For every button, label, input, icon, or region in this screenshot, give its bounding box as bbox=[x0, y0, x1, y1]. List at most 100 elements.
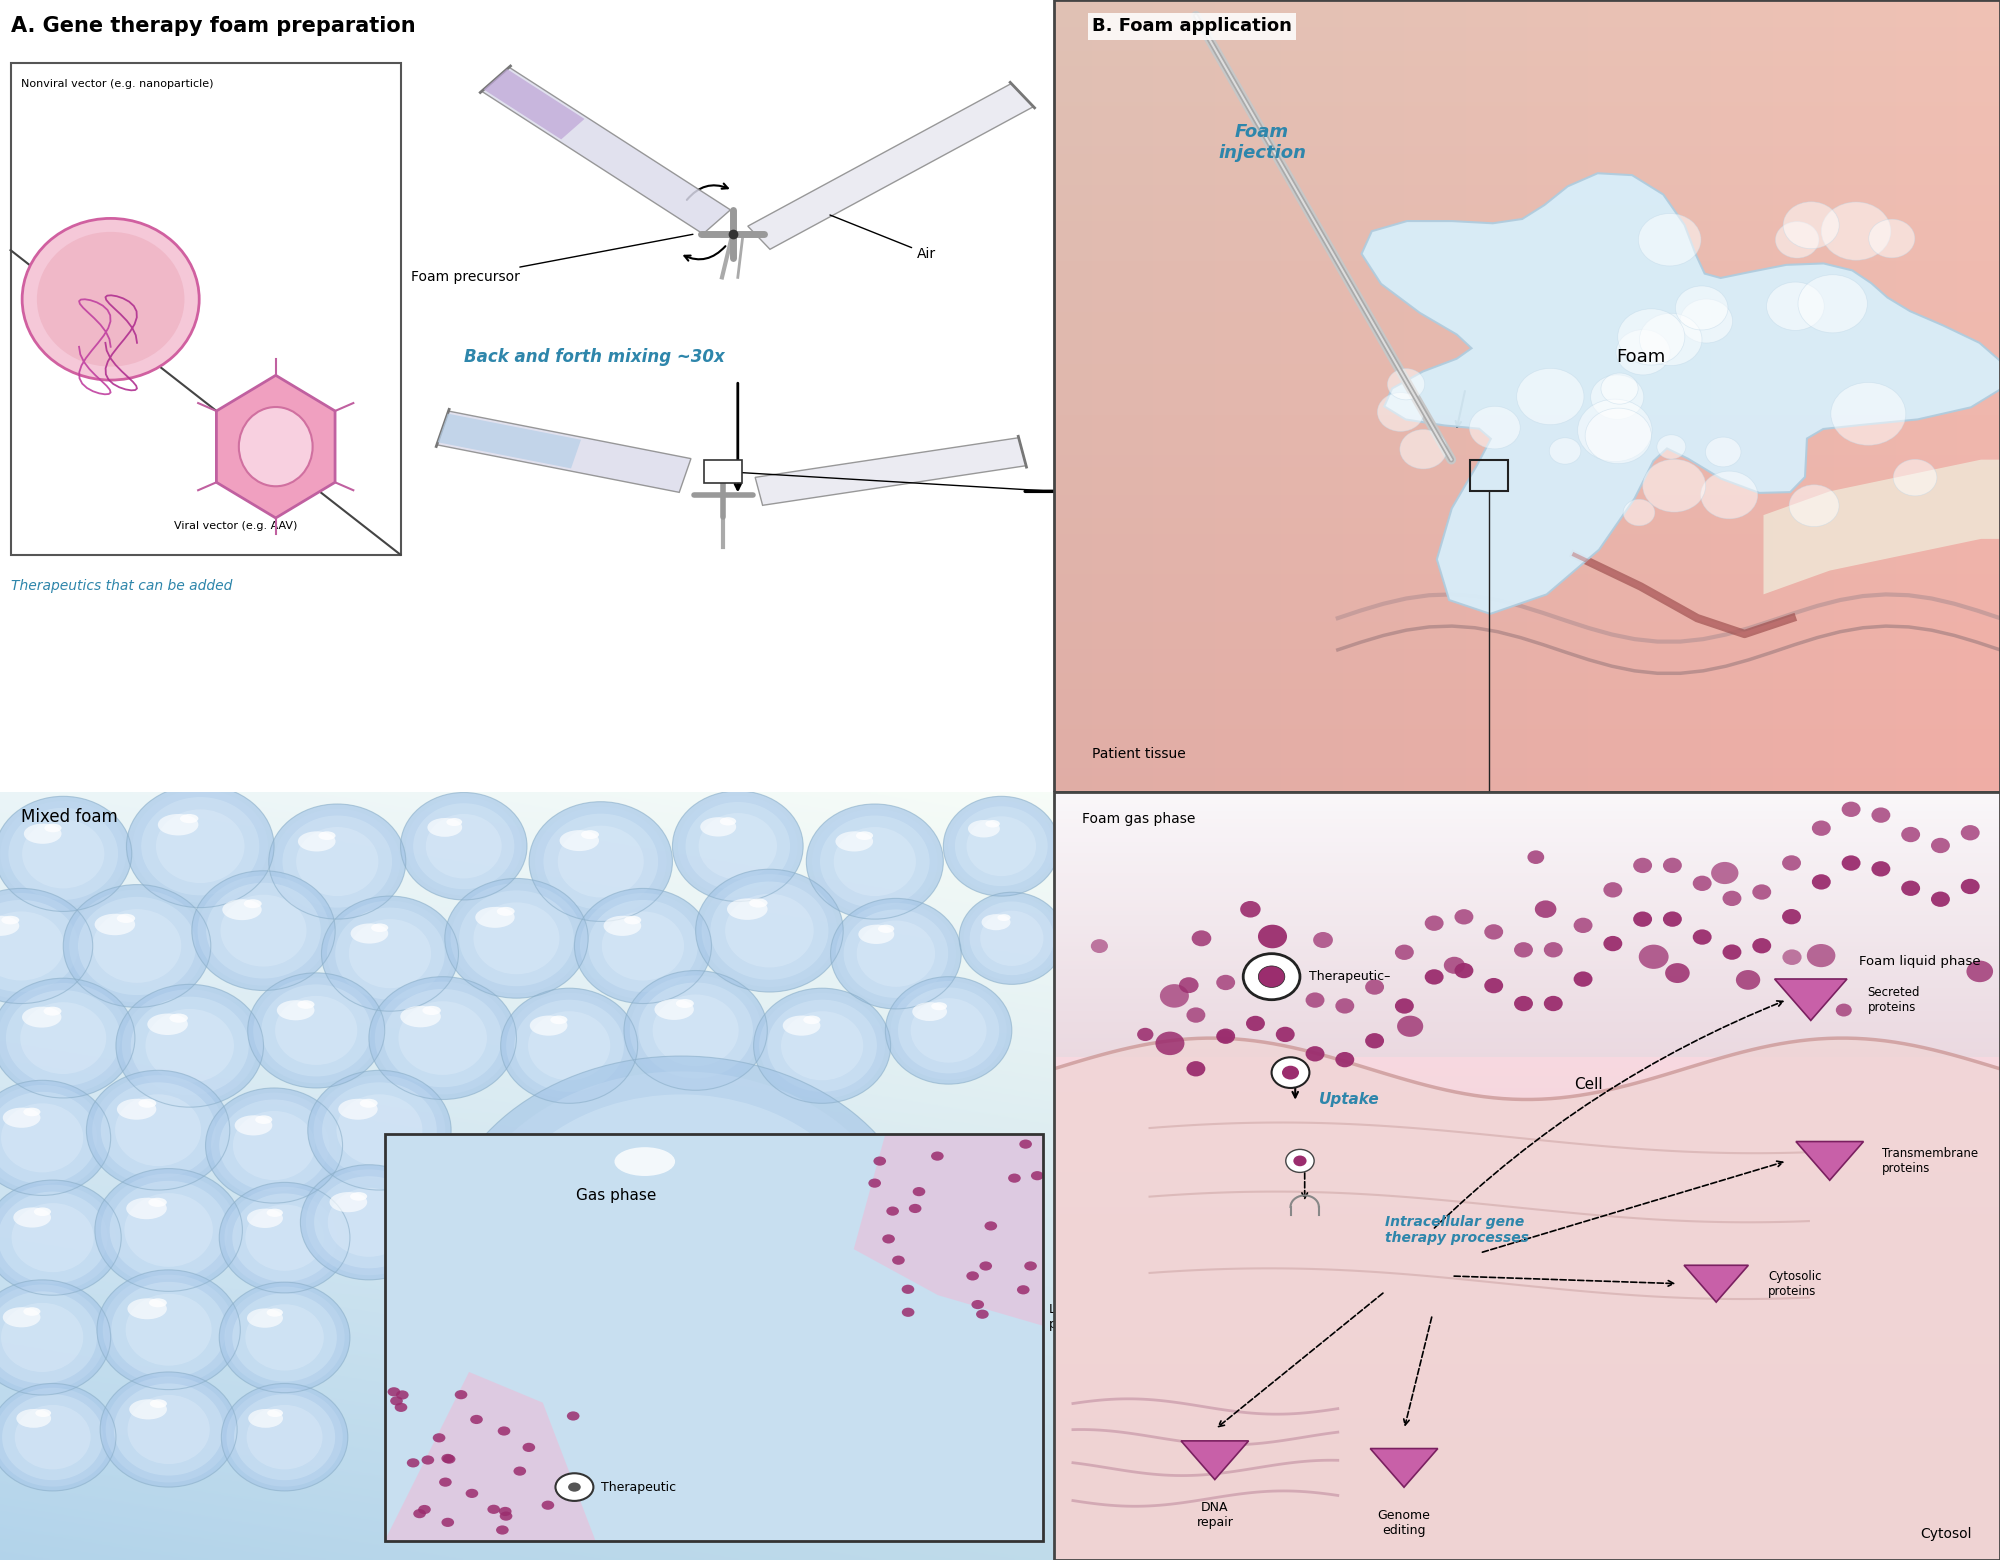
Circle shape bbox=[1624, 499, 1654, 526]
Circle shape bbox=[470, 1415, 482, 1424]
Ellipse shape bbox=[318, 831, 336, 839]
Circle shape bbox=[1246, 963, 1264, 978]
Ellipse shape bbox=[426, 814, 502, 878]
Ellipse shape bbox=[0, 1192, 108, 1284]
Circle shape bbox=[1776, 222, 1818, 257]
Circle shape bbox=[1276, 973, 1294, 989]
Polygon shape bbox=[438, 413, 580, 468]
Ellipse shape bbox=[604, 916, 642, 936]
Circle shape bbox=[1574, 917, 1592, 933]
Ellipse shape bbox=[820, 816, 930, 908]
Ellipse shape bbox=[126, 1198, 166, 1220]
Ellipse shape bbox=[248, 1209, 282, 1228]
Ellipse shape bbox=[112, 1282, 226, 1377]
Ellipse shape bbox=[330, 1192, 368, 1212]
Circle shape bbox=[1798, 275, 1868, 332]
Ellipse shape bbox=[534, 807, 666, 917]
Ellipse shape bbox=[542, 1147, 676, 1214]
Ellipse shape bbox=[226, 1388, 342, 1487]
Circle shape bbox=[1700, 471, 1758, 519]
Circle shape bbox=[1676, 285, 1728, 331]
Ellipse shape bbox=[348, 919, 432, 987]
Ellipse shape bbox=[92, 909, 182, 983]
Ellipse shape bbox=[710, 881, 828, 980]
Circle shape bbox=[388, 1387, 400, 1396]
Bar bbox=[10, 64, 400, 555]
Ellipse shape bbox=[100, 1371, 238, 1487]
Ellipse shape bbox=[944, 796, 1060, 895]
Ellipse shape bbox=[224, 1187, 344, 1289]
Ellipse shape bbox=[92, 1075, 224, 1186]
Ellipse shape bbox=[78, 897, 196, 995]
Polygon shape bbox=[1362, 173, 2000, 615]
Ellipse shape bbox=[322, 895, 458, 1011]
Circle shape bbox=[886, 1206, 898, 1215]
Ellipse shape bbox=[500, 987, 638, 1103]
Ellipse shape bbox=[836, 831, 874, 852]
Circle shape bbox=[568, 1482, 580, 1491]
Text: Nonviral vector (e.g. nanoparticle): Nonviral vector (e.g. nanoparticle) bbox=[22, 80, 214, 89]
Circle shape bbox=[1160, 984, 1188, 1008]
Text: Mixed foam: Mixed foam bbox=[22, 808, 118, 825]
Ellipse shape bbox=[8, 808, 118, 900]
Polygon shape bbox=[1182, 1441, 1248, 1479]
Ellipse shape bbox=[306, 1170, 432, 1275]
Circle shape bbox=[1336, 998, 1354, 1014]
Ellipse shape bbox=[102, 1275, 234, 1385]
Polygon shape bbox=[1796, 1142, 1864, 1181]
Ellipse shape bbox=[624, 970, 768, 1090]
Circle shape bbox=[496, 1526, 508, 1535]
Polygon shape bbox=[216, 376, 336, 518]
Circle shape bbox=[1836, 1003, 1852, 1017]
Ellipse shape bbox=[220, 1100, 328, 1192]
Ellipse shape bbox=[276, 995, 358, 1065]
Circle shape bbox=[488, 1505, 500, 1513]
Circle shape bbox=[908, 1204, 922, 1214]
Ellipse shape bbox=[602, 911, 684, 981]
Polygon shape bbox=[1684, 1265, 1748, 1303]
Ellipse shape bbox=[676, 998, 694, 1008]
Text: Transmembrane
proteins: Transmembrane proteins bbox=[1882, 1147, 1978, 1175]
Circle shape bbox=[1902, 827, 1920, 842]
Polygon shape bbox=[1774, 980, 1846, 1020]
Ellipse shape bbox=[36, 232, 184, 367]
Ellipse shape bbox=[672, 791, 804, 902]
Circle shape bbox=[1842, 802, 1860, 817]
Ellipse shape bbox=[890, 981, 1006, 1080]
Circle shape bbox=[432, 1434, 446, 1443]
Ellipse shape bbox=[338, 1098, 378, 1120]
Ellipse shape bbox=[696, 869, 844, 992]
Ellipse shape bbox=[856, 920, 936, 987]
Ellipse shape bbox=[36, 1409, 52, 1416]
Circle shape bbox=[1722, 891, 1742, 906]
Circle shape bbox=[500, 1512, 512, 1521]
Ellipse shape bbox=[232, 1111, 316, 1179]
Ellipse shape bbox=[16, 1409, 52, 1427]
Ellipse shape bbox=[0, 892, 88, 998]
Ellipse shape bbox=[782, 1016, 820, 1036]
Ellipse shape bbox=[44, 1006, 62, 1016]
Ellipse shape bbox=[0, 1080, 110, 1195]
Ellipse shape bbox=[652, 994, 738, 1067]
Ellipse shape bbox=[128, 1395, 210, 1463]
Ellipse shape bbox=[806, 803, 944, 919]
Ellipse shape bbox=[266, 1309, 282, 1317]
Circle shape bbox=[1378, 393, 1424, 432]
Polygon shape bbox=[1370, 1449, 1438, 1487]
Ellipse shape bbox=[360, 1098, 378, 1108]
Text: Therapeutic: Therapeutic bbox=[600, 1480, 676, 1493]
Circle shape bbox=[1782, 909, 1800, 925]
Ellipse shape bbox=[114, 1384, 224, 1476]
Ellipse shape bbox=[336, 1094, 422, 1167]
Text: Patient tissue: Patient tissue bbox=[1092, 747, 1186, 761]
Ellipse shape bbox=[948, 800, 1054, 892]
Ellipse shape bbox=[878, 925, 894, 933]
Circle shape bbox=[980, 1262, 992, 1270]
Circle shape bbox=[1634, 911, 1652, 927]
Ellipse shape bbox=[856, 831, 874, 839]
Circle shape bbox=[976, 1309, 988, 1318]
Ellipse shape bbox=[588, 900, 698, 992]
Ellipse shape bbox=[384, 989, 502, 1087]
Ellipse shape bbox=[234, 1395, 336, 1480]
Ellipse shape bbox=[0, 1084, 106, 1190]
